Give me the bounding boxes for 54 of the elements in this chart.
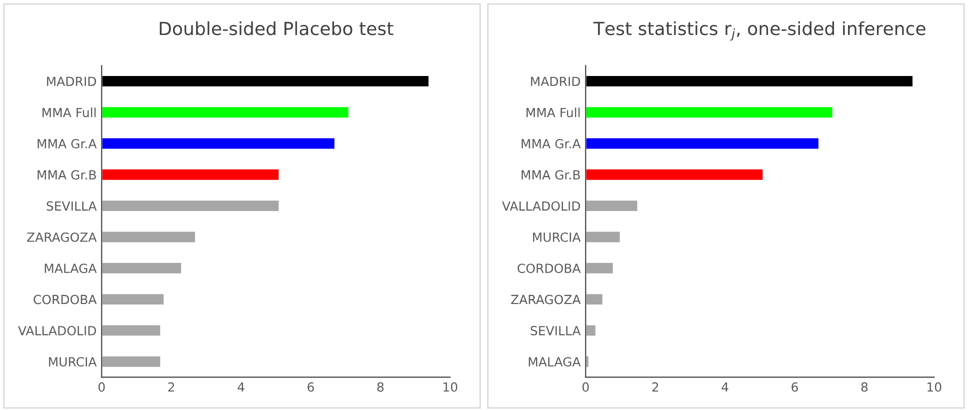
x-tick-label: 6 [308, 382, 314, 392]
x-tick-label: 4 [238, 382, 244, 392]
y-tick-label: SEVILLA [530, 326, 581, 336]
x-tick-label: 2 [168, 382, 174, 392]
y-tick-label: CORDOBA [518, 264, 581, 274]
y-tick-label: MALAGA [44, 264, 97, 274]
bar [586, 106, 834, 119]
y-tick-label: SEVILLA [46, 201, 97, 211]
y-tick-label: MALAGA [528, 357, 581, 367]
x-tick-label: 0 [98, 382, 105, 392]
y-tick-label: MMA Gr.A [522, 138, 581, 148]
chart-title: Double-sided Placebo test [160, 21, 394, 36]
y-tick-label: MMA Gr.B [38, 170, 96, 180]
y-tick-label: VALLADOLID [18, 326, 96, 336]
x-tick-label: 10 [444, 382, 458, 392]
y-tick-label: CORDOBA [34, 294, 97, 304]
bar [102, 106, 350, 119]
y-tick-label: MMA Full [42, 108, 96, 118]
bar [102, 168, 280, 182]
bar [586, 199, 639, 212]
x-tick-label: 8 [861, 382, 868, 392]
x-tick-label: 2 [652, 382, 658, 392]
x-tick-label: 4 [722, 382, 728, 392]
x-tick-label: 0 [582, 382, 589, 392]
bar [102, 292, 166, 306]
y-tick-label: MMA Gr.A [38, 138, 97, 148]
bar [102, 262, 182, 275]
bar [586, 292, 604, 306]
bar [102, 199, 280, 212]
y-tick-label: MMA Gr.B [522, 170, 580, 180]
y-tick-label: ZARAGOZA [27, 232, 97, 242]
bar [102, 74, 430, 88]
bar [586, 262, 614, 275]
chart-title: Test statistics r$_{j}$, one-sided inference [593, 21, 926, 41]
y-tick-label: MURCIA [533, 232, 581, 242]
y-tick-label: VALLADOLID [502, 201, 580, 211]
bar [102, 324, 162, 338]
bar [102, 136, 336, 150]
bar [586, 324, 597, 338]
y-tick-label: MADRID [47, 76, 96, 86]
x-tick-label: 10 [928, 382, 942, 392]
x-tick-label: 6 [792, 382, 798, 392]
y-tick-label: MURCIA [49, 357, 97, 367]
bar [586, 136, 820, 150]
bar [586, 168, 764, 182]
bar [586, 355, 590, 368]
y-tick-label: MMA Full [526, 108, 580, 118]
y-tick-label: MADRID [531, 76, 580, 86]
bar [586, 74, 914, 88]
x-tick-label: 8 [377, 382, 384, 392]
y-tick-label: ZARAGOZA [511, 294, 581, 304]
bar [102, 230, 196, 244]
bar [586, 230, 622, 244]
bar [102, 355, 162, 368]
